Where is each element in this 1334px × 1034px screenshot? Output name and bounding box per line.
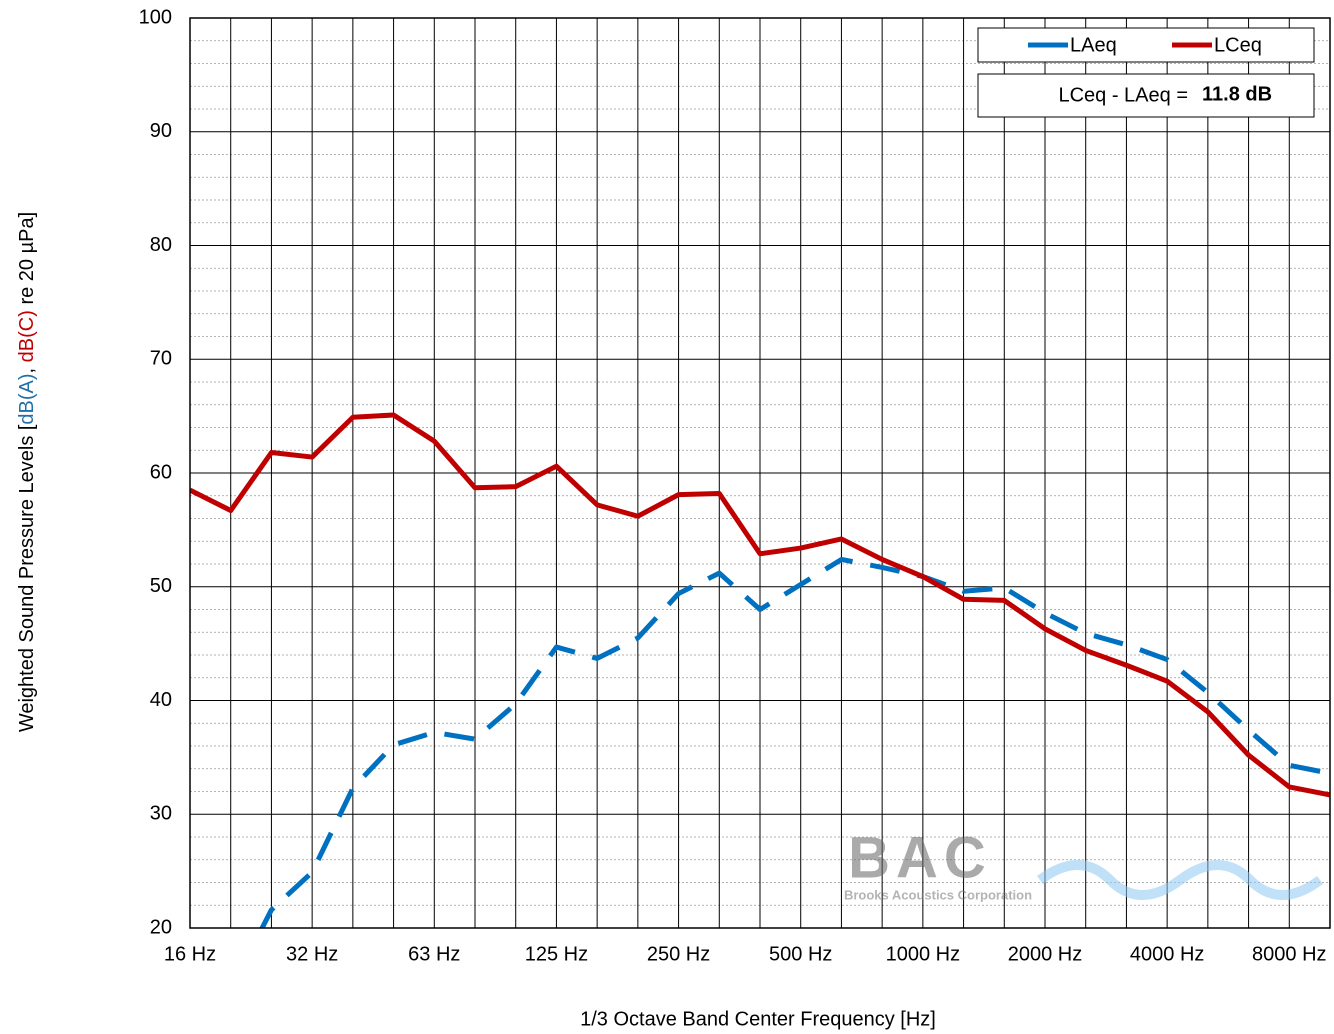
y-tick-label: 60 (150, 461, 172, 483)
x-axis-label: 1/3 Octave Band Center Frequency [Hz] (580, 1008, 936, 1030)
legend-label: LAeq (1070, 34, 1117, 56)
y-tick-label: 90 (150, 120, 172, 142)
watermark-wave (1037, 860, 1323, 900)
y-label-part: , (16, 362, 38, 373)
watermark: BAC Brooks Acoustics Corporation (844, 825, 1323, 902)
plot-frame (189, 17, 1331, 929)
y-tick-label: 30 (150, 803, 172, 825)
x-tick-label: 4000 Hz (1130, 943, 1205, 965)
x-tick-label: 2000 Hz (1008, 943, 1083, 965)
series-line (190, 412, 1330, 798)
x-tick-label: 63 Hz (408, 943, 460, 965)
watermark-logo: BAC (848, 825, 992, 890)
y-tick-label: 70 (150, 348, 172, 370)
series-line (259, 556, 1330, 928)
y-tick-label: 50 (150, 575, 172, 597)
y-label-part: re 20 µPa] (16, 212, 38, 310)
y-tick-label: 100 (139, 6, 172, 28)
y-label-a: dB(A) (16, 373, 38, 424)
annotation-box (977, 73, 1315, 118)
annotation-value: 11.8 dB (1202, 83, 1272, 105)
watermark-name: Brooks Acoustics Corporation (844, 887, 1032, 902)
legend-label: LCeq (1214, 34, 1262, 56)
y-tick-label: 40 (150, 689, 172, 711)
x-tick-label: 500 Hz (769, 943, 832, 965)
x-tick-label: 16 Hz (164, 943, 216, 965)
y-label-part: Weighted Sound Pressure Levels [ (16, 424, 38, 732)
y-tick-label: 20 (150, 916, 172, 938)
x-tick-label: 1000 Hz (886, 943, 961, 965)
x-tick-label: 8000 Hz (1252, 943, 1327, 965)
x-tick-label: 32 Hz (286, 943, 338, 965)
y-tick-label: 80 (150, 234, 172, 256)
x-tick-label: 250 Hz (647, 943, 710, 965)
x-tick-label: 125 Hz (525, 943, 588, 965)
y-axis-label: Weighted Sound Pressure Levels [dB(A), d… (16, 212, 38, 732)
plot (190, 412, 1330, 928)
y-label-c: dB(C) (16, 310, 38, 362)
annotation-label: LCeq - LAeq = (1058, 84, 1188, 106)
grid (189, 17, 1331, 929)
